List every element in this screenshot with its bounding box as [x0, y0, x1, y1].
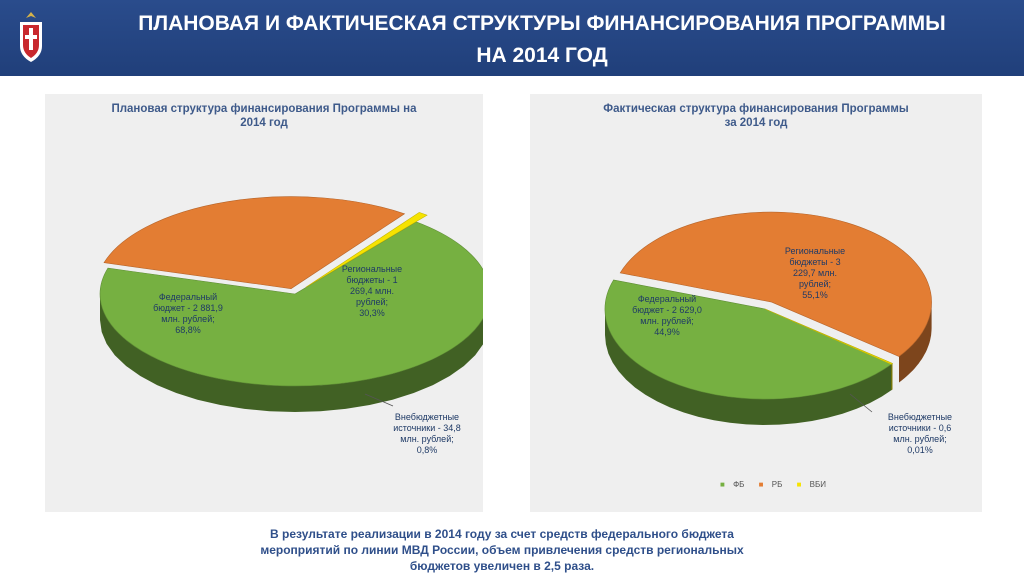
pie-slice-rb [103, 196, 406, 289]
planned-vbi-label: Внебюджетные источники - 34,8 млн. рубле… [393, 412, 461, 455]
legend-item-vbi: ■ ВБИ [796, 480, 826, 489]
legend-item-fb: ■ ФБ [720, 480, 745, 489]
pie-slice-vbi [764, 308, 893, 365]
pie-slice-fb [604, 279, 893, 400]
pie-slice-side-rb [899, 302, 932, 383]
planned-chart-panel: Плановая структура финансирования Програ… [45, 94, 483, 512]
header-bar: ПЛАНОВАЯ И ФАКТИЧЕСКАЯ СТРУКТУРЫ ФИНАНСИ… [0, 0, 1024, 76]
pie-slice-side-fb [100, 294, 483, 412]
pie-slice-fb [99, 221, 483, 387]
legend-item-rb: ■ РБ [758, 480, 783, 489]
actual-chart-title: Фактическая структура финансирования Про… [603, 103, 909, 129]
pie-slice-vbi [305, 212, 428, 288]
pie-slice-side-fb [605, 309, 893, 425]
page-title-line1: ПЛАНОВАЯ И ФАКТИЧЕСКАЯ СТРУКТУРЫ ФИНАНСИ… [138, 12, 946, 35]
actual-fb-label: Федеральный бюджет - 2 629,0 млн. рублей… [632, 294, 702, 337]
page-title-line2: НА 2014 ГОД [476, 44, 608, 67]
actual-vbi-label: Внебюджетные источники - 0,6 млн. рублей… [887, 412, 953, 455]
conclusion-text: В результате реализации в 2014 году за с… [260, 527, 744, 573]
planned-pie-chart [99, 196, 483, 412]
actual-chart-panel: Фактическая структура финансирования Про… [530, 94, 982, 512]
planned-chart-title: Плановая структура финансирования Програ… [111, 103, 417, 129]
pie-slice-rb [619, 211, 932, 357]
actual-pie-chart [604, 211, 932, 425]
planned-fb-label: Федеральный бюджет - 2 881,9 млн. рублей… [153, 292, 223, 335]
chart-legend: ■ ФБ ■ РБ ■ ВБИ [720, 480, 838, 489]
planned-rb-label: Региональные бюджеты - 1 269,4 млн. рубл… [341, 264, 403, 318]
mvd-emblem-icon [20, 12, 42, 62]
pie-slice-side-vbi [891, 363, 893, 391]
actual-rb-label: Региональные бюджеты - 3 229,7 млн. рубл… [784, 246, 846, 300]
